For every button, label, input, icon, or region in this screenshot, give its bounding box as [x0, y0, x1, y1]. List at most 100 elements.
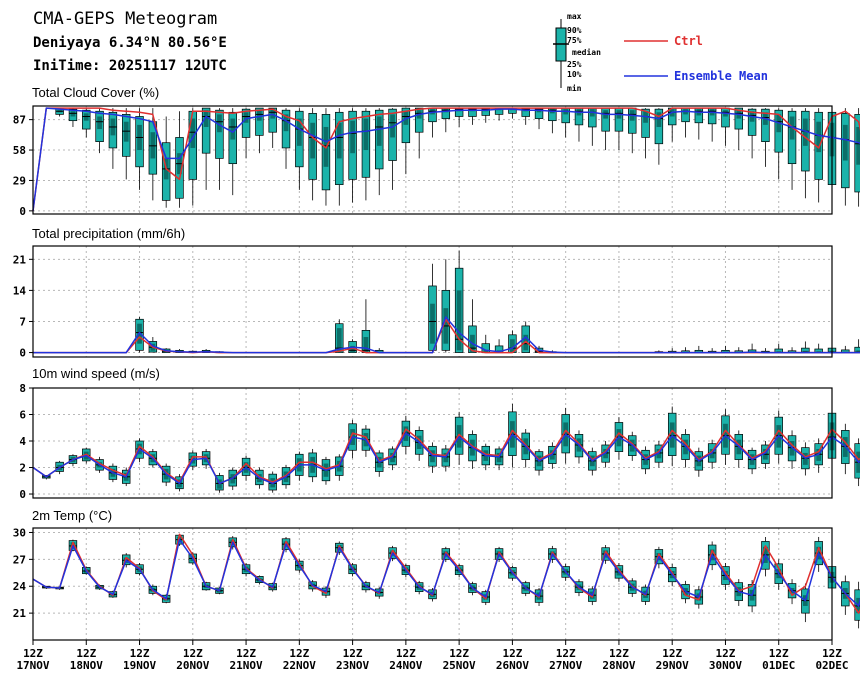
cloud-box-iqr — [123, 121, 129, 142]
x-hour-label: 12Z — [396, 647, 416, 660]
x-hour-label: 12Z — [23, 647, 43, 660]
cloud-box-outer — [268, 107, 277, 133]
panel-precipitation: Total precipitation (mm/6h) 0 7 14 21 — [13, 226, 860, 360]
wind-frame — [32, 387, 833, 499]
cloud-box-iqr — [842, 124, 848, 161]
temp-ytick-label: 27 — [13, 553, 26, 566]
temp-ytick-label: 30 — [13, 526, 26, 539]
cloud-box-outer — [747, 108, 757, 136]
panel-wind-speed: 10m wind speed (m/s) 0 2 4 6 8 — [19, 366, 860, 501]
precip-box-iqr — [510, 339, 515, 353]
legend-box-lower — [555, 43, 567, 62]
temp-ytick-label: 24 — [13, 580, 27, 593]
legend-ctrl-label: Ctrl — [674, 34, 703, 48]
temp-ctrl-line — [32, 533, 860, 614]
cloud-ytick-label: 29 — [13, 174, 26, 187]
cloud-ytick-label: 0 — [19, 205, 26, 218]
cloud-box-iqr — [816, 121, 822, 153]
cloud-box-iqr — [70, 111, 76, 117]
x-date-label: 01DEC — [762, 659, 795, 672]
wind-ytick-label: 0 — [19, 488, 26, 501]
x-hour-label: 12Z — [822, 647, 842, 660]
x-date-label: 17NOV — [16, 659, 49, 672]
wind-ytick-label: 4 — [19, 435, 26, 448]
x-hour-label: 12Z — [556, 647, 576, 660]
cloud-box-outer — [401, 107, 411, 144]
x-date-label: 23NOV — [336, 659, 369, 672]
cloud-box-iqr — [83, 113, 89, 121]
wind-ytick-label: 6 — [19, 409, 26, 422]
cloud-box-iqr — [283, 114, 289, 132]
cloud-box-iqr — [789, 116, 795, 140]
legend-mean-label: Ensemble Mean — [674, 69, 768, 83]
x-date-label: 28NOV — [602, 659, 635, 672]
precip-box-iqr — [856, 350, 860, 353]
x-date-label: 25NOV — [443, 659, 476, 672]
temp-ytick-label: 21 — [13, 607, 27, 620]
wind-mean-line — [32, 432, 860, 485]
x-hour-label: 12Z — [609, 647, 629, 660]
precip-box-iqr — [350, 345, 355, 353]
precip-ytick-label: 0 — [19, 347, 26, 360]
legend-box-upper — [555, 27, 567, 45]
x-hour-label: 12Z — [236, 647, 256, 660]
cloud-box-iqr — [97, 116, 102, 130]
cloud-box-outer — [215, 109, 224, 159]
precip-ytick-label: 14 — [13, 284, 27, 297]
cloud-box-iqr — [230, 118, 236, 140]
precip-box-iqr — [483, 350, 489, 353]
meteogram-title: CMA-GEPS Meteogram — [33, 9, 217, 29]
cloud-box-iqr — [390, 114, 395, 138]
x-date-label: 18NOV — [70, 659, 103, 672]
x-hour-label: 12Z — [662, 647, 682, 660]
cloud-box-iqr — [296, 118, 302, 146]
cloud-ctrl-line — [32, 107, 860, 211]
cloud-mean-line — [32, 107, 860, 211]
x-hour-label: 12Z — [130, 647, 150, 660]
precip-frame — [32, 245, 833, 358]
cloud-box-outer — [414, 107, 424, 133]
precip-box-iqr — [363, 337, 369, 353]
panel-title-wind: 10m wind speed (m/s) — [32, 366, 160, 381]
cloud-box-outer — [201, 107, 211, 154]
precip-box-iqr — [430, 303, 435, 344]
cloud-box-iqr — [350, 120, 355, 154]
wind-ytick-label: 2 — [19, 462, 26, 475]
cloud-ytick-label: 58 — [13, 144, 26, 157]
precip-box-iqr — [456, 290, 462, 351]
x-date-label: 27NOV — [549, 659, 582, 672]
precip-ytick-label: 21 — [13, 253, 27, 266]
precip-ytick-label: 7 — [19, 315, 26, 328]
init-time-label: IniTime: 20251117 12UTC — [33, 58, 227, 74]
cloud-box-iqr — [336, 122, 342, 159]
cloud-box-iqr — [363, 118, 369, 151]
precip-box-iqr — [523, 334, 529, 351]
legend-key-p10: 10% — [567, 70, 582, 79]
temp-mean-line — [32, 538, 860, 607]
cloud-box-iqr — [310, 122, 316, 159]
x-hour-label: 12Z — [76, 647, 96, 660]
legend-key-p75: 75% — [567, 36, 582, 45]
x-hour-label: 12Z — [449, 647, 469, 660]
cloud-box-iqr — [150, 132, 156, 159]
panel-title-cloud: Total Cloud Cover (%) — [32, 85, 159, 100]
wind-ytick-label: 8 — [19, 382, 26, 395]
cloud-box-iqr — [376, 116, 382, 146]
x-hour-label: 12Z — [769, 647, 789, 660]
cloud-ytick-label: 87 — [13, 114, 26, 127]
cloud-box-iqr — [203, 110, 209, 127]
cloud-box-iqr — [803, 118, 808, 146]
cloud-box-iqr — [217, 114, 222, 133]
cloud-box-iqr — [190, 118, 196, 148]
panel-title-precip: Total precipitation (mm/6h) — [32, 226, 185, 241]
temp-frame — [32, 527, 833, 641]
x-hour-label: 12Z — [716, 647, 736, 660]
legend-key-p90: 90% — [567, 26, 582, 35]
panel-title-temp: 2m Temp (°C) — [32, 508, 112, 523]
precip-mean-line — [33, 316, 860, 354]
x-hour-label: 12Z — [183, 647, 203, 660]
legend: max 90% 75% median 25% 10% min Ctrl Ense… — [553, 12, 768, 93]
x-hour-label: 12Z — [289, 647, 309, 660]
x-date-label: 20NOV — [176, 659, 209, 672]
x-date-label: 02DEC — [815, 659, 848, 672]
